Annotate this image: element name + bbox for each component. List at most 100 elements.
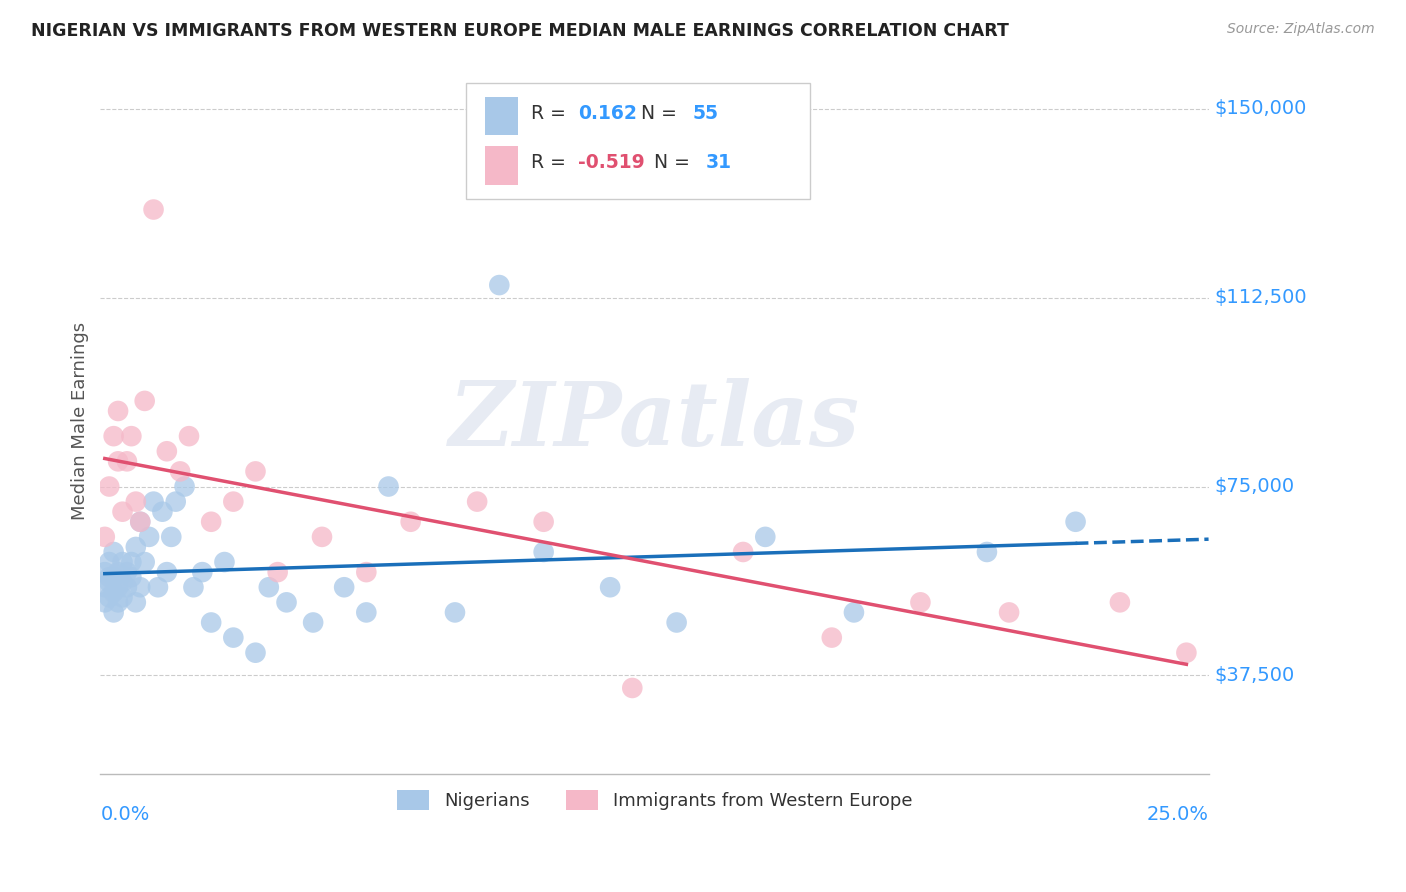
Point [125, 595, 148, 609]
Point [120, 555, 142, 569]
Point [533, 515, 555, 529]
Text: $37,500: $37,500 [1215, 665, 1295, 685]
Point [245, 464, 267, 478]
Point [533, 545, 555, 559]
Point [245, 646, 267, 660]
Point [103, 606, 125, 620]
Point [98, 479, 121, 493]
Point [138, 530, 160, 544]
Point [142, 202, 165, 217]
Text: 25.0%: 25.0% [1146, 805, 1209, 824]
Point [94, 580, 117, 594]
Point [103, 570, 125, 584]
Text: 0.0%: 0.0% [100, 805, 149, 824]
Point [152, 505, 174, 519]
Point [111, 591, 134, 605]
Point [111, 505, 134, 519]
Point [120, 429, 142, 443]
Point [488, 278, 510, 293]
Point [356, 606, 378, 620]
Point [222, 631, 245, 645]
Point [98, 575, 121, 590]
Point [1064, 515, 1087, 529]
Point [214, 555, 236, 569]
Point [103, 545, 125, 559]
Point [115, 580, 138, 594]
Text: $150,000: $150,000 [1215, 99, 1306, 119]
Point [94, 595, 117, 609]
Point [98, 570, 121, 584]
Point [111, 555, 134, 569]
Point [125, 540, 148, 554]
Point [125, 494, 148, 508]
FancyBboxPatch shape [465, 83, 810, 199]
Text: $75,000: $75,000 [1215, 477, 1295, 496]
Point [1109, 595, 1132, 609]
Point [910, 595, 932, 609]
Point [115, 454, 138, 468]
Point [976, 545, 998, 559]
Point [599, 580, 621, 594]
Point [754, 530, 776, 544]
Point [276, 595, 298, 609]
Text: 55: 55 [692, 103, 718, 123]
Point [333, 580, 356, 594]
Point [377, 479, 399, 493]
Point [160, 530, 183, 544]
Point [998, 606, 1021, 620]
Point [183, 580, 205, 594]
Point [103, 585, 125, 599]
Point [842, 606, 865, 620]
Point [120, 570, 142, 584]
Text: R =: R = [531, 153, 572, 172]
Point [356, 565, 378, 579]
Point [107, 595, 129, 609]
Point [1175, 646, 1198, 660]
Text: ZIPatlas: ZIPatlas [449, 378, 860, 465]
Point [821, 631, 844, 645]
Point [165, 494, 187, 508]
Point [733, 545, 755, 559]
Point [156, 565, 179, 579]
Point [107, 580, 129, 594]
Bar [485, 96, 519, 136]
Point [146, 580, 169, 594]
Point [311, 530, 333, 544]
Point [444, 606, 467, 620]
Point [200, 515, 222, 529]
Point [94, 530, 117, 544]
Point [107, 565, 129, 579]
Point [621, 681, 644, 695]
Point [156, 444, 179, 458]
Point [103, 429, 125, 443]
Text: 31: 31 [706, 153, 731, 172]
Point [142, 494, 165, 508]
Text: 0.162: 0.162 [578, 103, 637, 123]
Text: NIGERIAN VS IMMIGRANTS FROM WESTERN EUROPE MEDIAN MALE EARNINGS CORRELATION CHAR: NIGERIAN VS IMMIGRANTS FROM WESTERN EURO… [31, 22, 1010, 40]
Text: Source: ZipAtlas.com: Source: ZipAtlas.com [1227, 22, 1375, 37]
Text: N =: N = [643, 153, 696, 172]
Point [129, 580, 152, 594]
Point [465, 494, 488, 508]
Point [115, 565, 138, 579]
Point [134, 393, 156, 408]
Point [129, 515, 152, 529]
Point [665, 615, 688, 630]
Point [98, 555, 121, 569]
Point [98, 591, 121, 605]
Point [200, 615, 222, 630]
Y-axis label: Median Male Earnings: Median Male Earnings [72, 322, 89, 520]
Point [399, 515, 422, 529]
Point [302, 615, 325, 630]
Text: $112,500: $112,500 [1215, 288, 1306, 307]
Text: R =: R = [531, 103, 572, 123]
Point [177, 429, 200, 443]
Text: N =: N = [628, 103, 683, 123]
Point [257, 580, 280, 594]
Point [222, 494, 245, 508]
Point [111, 575, 134, 590]
Point [191, 565, 214, 579]
Point [94, 565, 117, 579]
Point [169, 464, 191, 478]
Bar [485, 145, 519, 185]
